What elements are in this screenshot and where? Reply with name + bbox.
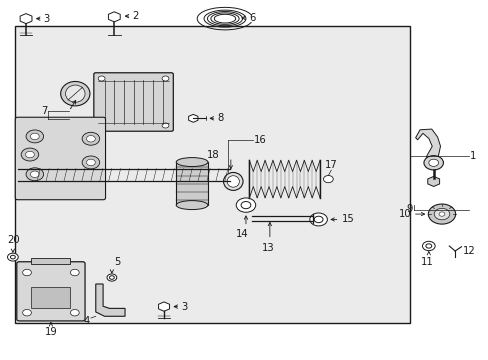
Circle shape: [86, 159, 95, 166]
Circle shape: [428, 159, 438, 166]
Polygon shape: [158, 302, 169, 311]
Text: 14: 14: [235, 229, 248, 239]
Polygon shape: [96, 284, 125, 316]
Polygon shape: [188, 114, 198, 122]
Circle shape: [236, 198, 255, 212]
Circle shape: [70, 269, 79, 276]
Circle shape: [70, 310, 79, 316]
Circle shape: [98, 123, 105, 128]
Text: 12: 12: [462, 246, 475, 256]
Circle shape: [86, 135, 95, 142]
Circle shape: [82, 132, 100, 145]
Text: 8: 8: [217, 113, 223, 123]
Bar: [15, 26, 409, 323]
Circle shape: [107, 274, 117, 281]
Circle shape: [162, 123, 168, 128]
Polygon shape: [108, 12, 120, 22]
Bar: [31, 258, 70, 264]
Circle shape: [22, 310, 31, 316]
Circle shape: [25, 151, 34, 158]
FancyBboxPatch shape: [17, 262, 85, 321]
Circle shape: [30, 171, 39, 177]
Circle shape: [438, 212, 444, 216]
Polygon shape: [20, 14, 32, 24]
Text: 3: 3: [43, 14, 50, 24]
Text: 13: 13: [262, 243, 274, 253]
Text: 10: 10: [398, 209, 411, 219]
Circle shape: [98, 76, 105, 81]
Circle shape: [241, 202, 250, 209]
Text: 11: 11: [420, 257, 433, 267]
Circle shape: [7, 253, 18, 261]
Circle shape: [21, 148, 39, 161]
Text: 20: 20: [7, 235, 20, 245]
Circle shape: [309, 213, 327, 226]
FancyBboxPatch shape: [94, 73, 173, 131]
Bar: [31, 287, 70, 309]
Ellipse shape: [223, 172, 243, 190]
Circle shape: [423, 156, 443, 170]
Circle shape: [323, 176, 332, 183]
Circle shape: [26, 168, 43, 181]
Circle shape: [162, 76, 168, 81]
Circle shape: [425, 244, 431, 248]
Text: 6: 6: [248, 13, 255, 23]
Text: 4: 4: [83, 316, 90, 326]
Ellipse shape: [176, 158, 207, 167]
Ellipse shape: [65, 85, 85, 102]
Ellipse shape: [227, 176, 239, 187]
Text: 2: 2: [132, 11, 139, 21]
Circle shape: [422, 241, 434, 251]
Circle shape: [433, 208, 449, 220]
Text: 3: 3: [181, 302, 187, 312]
Circle shape: [427, 204, 455, 224]
Ellipse shape: [176, 201, 207, 210]
Circle shape: [30, 133, 39, 140]
Circle shape: [314, 216, 323, 223]
Ellipse shape: [61, 81, 90, 106]
Text: 17: 17: [324, 160, 337, 170]
Text: 7: 7: [41, 106, 48, 116]
Circle shape: [26, 130, 43, 143]
Text: 9: 9: [406, 204, 412, 214]
Text: 16: 16: [253, 135, 266, 145]
PathPatch shape: [415, 129, 440, 160]
Circle shape: [22, 269, 31, 276]
Circle shape: [109, 276, 114, 279]
FancyBboxPatch shape: [15, 117, 105, 200]
Circle shape: [82, 156, 100, 169]
Text: 15: 15: [341, 215, 354, 224]
Text: 5: 5: [114, 257, 120, 267]
Bar: [176, 162, 207, 205]
Text: 1: 1: [469, 151, 476, 161]
Polygon shape: [427, 176, 439, 186]
Circle shape: [10, 255, 15, 259]
Text: 18: 18: [206, 149, 219, 159]
Text: 19: 19: [44, 327, 57, 337]
